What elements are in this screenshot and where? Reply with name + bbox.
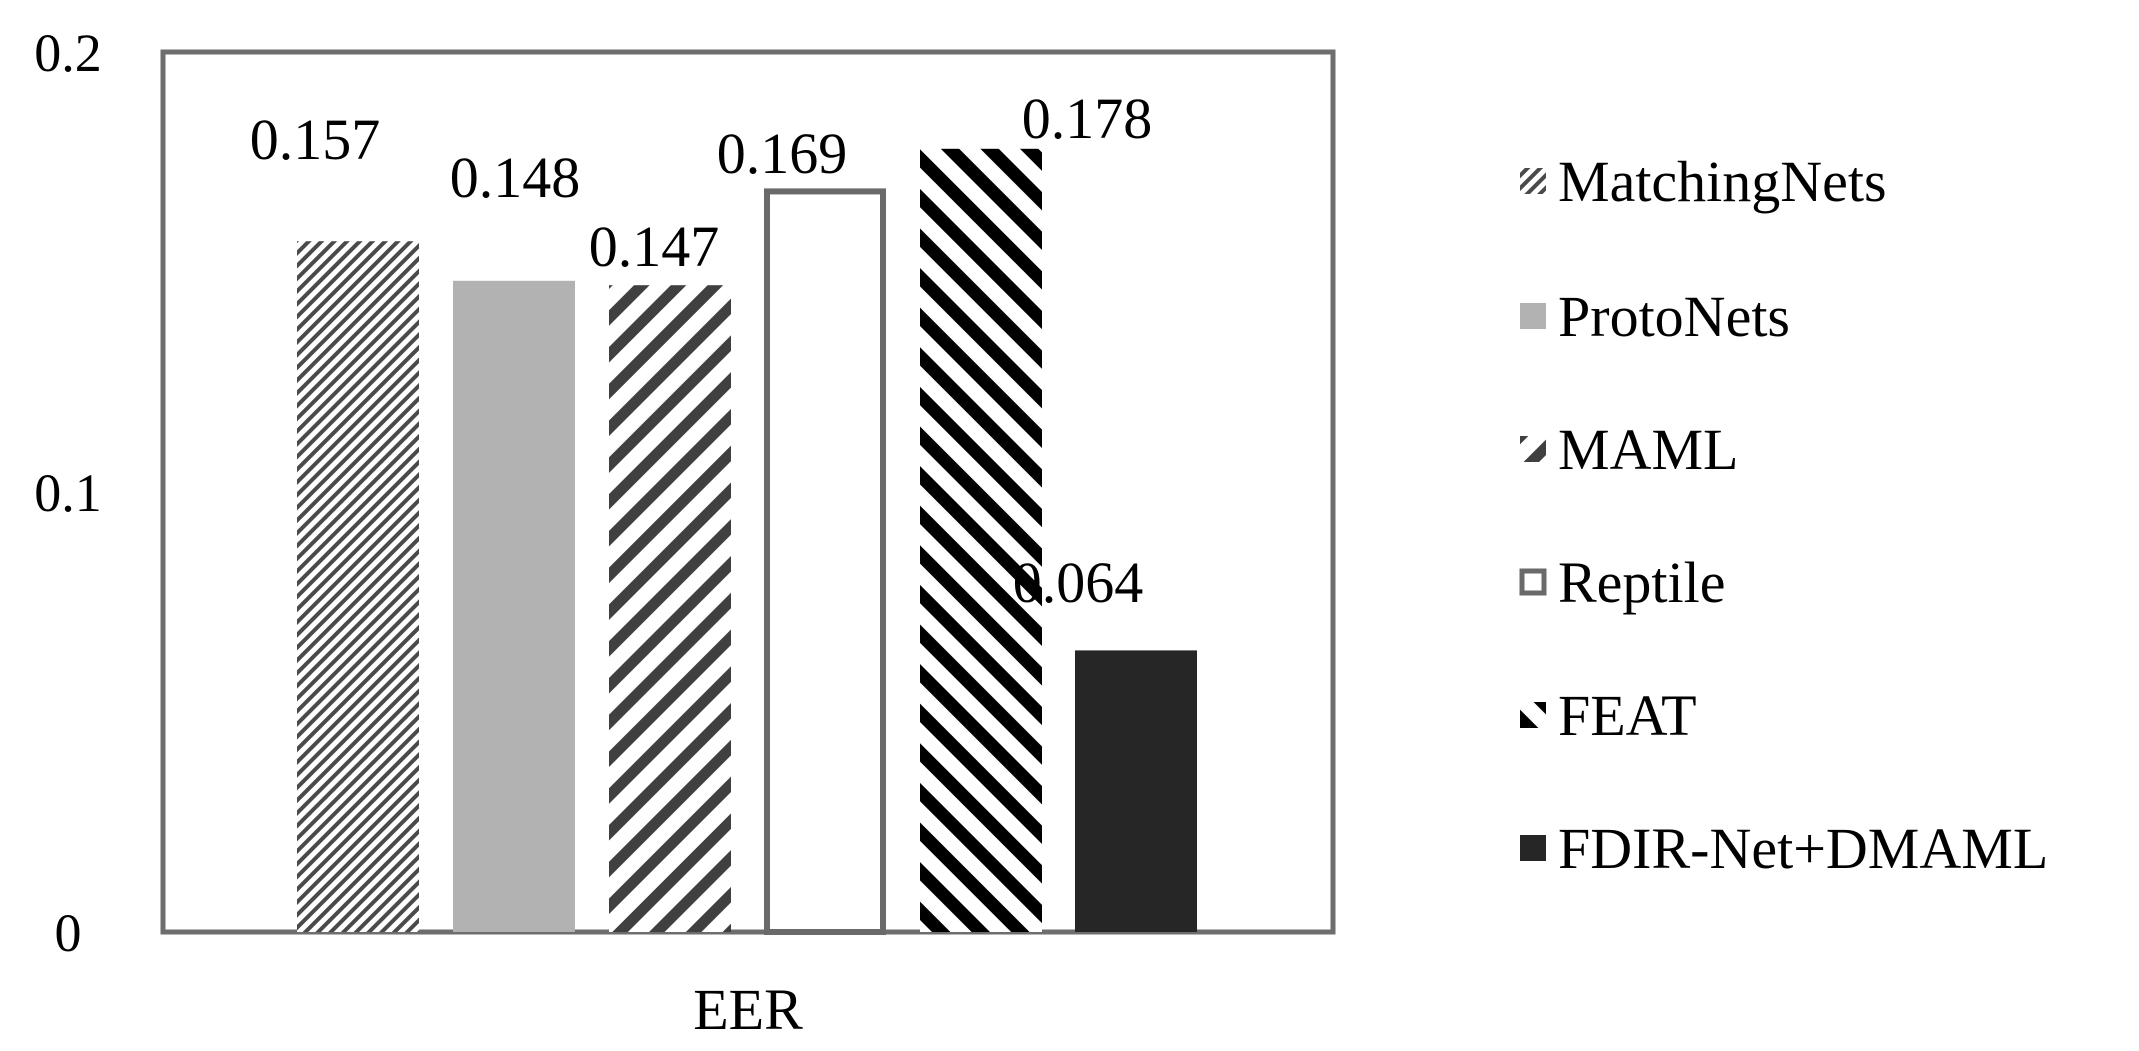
legend-label: MAML [1558,417,1738,482]
y-axis: 0 0.1 0.2 [34,23,102,963]
x-axis: EER [693,977,803,1042]
legend-key [1520,835,1546,861]
legend-key [1520,436,1546,462]
bar-fdir-net-dmaml [1075,650,1197,932]
data-label: 0.147 [589,214,720,279]
plot-area-frame [160,49,1336,935]
y-tick-label: 0 [55,903,82,963]
legend-label: MatchingNets [1558,149,1887,214]
data-label: 0.157 [250,107,381,172]
y-tick-label: 0.1 [34,463,102,523]
data-label: 0.178 [1022,86,1153,151]
y-tick-label: 0.2 [34,23,102,83]
bar-matchingnets [297,241,419,932]
legend-key [1520,168,1546,194]
legend-key [1519,568,1547,596]
legend-key [1520,303,1546,329]
bar-reptile [764,188,886,935]
bar-protonets [453,280,575,932]
bar-feat [920,148,1042,933]
legend: MatchingNets ProtoNets MAML Reptile FEAT FDIR… [1519,149,2048,881]
legend-label: ProtoNets [1558,284,1790,349]
legend-label: FDIR-Net+DMAML [1558,816,2048,881]
data-label: 0.169 [717,121,848,186]
bars [297,148,1197,935]
data-label: 0.064 [1013,550,1144,615]
data-label: 0.148 [450,145,581,210]
legend-label: FEAT [1558,683,1697,748]
x-category-label: EER [693,977,803,1042]
legend-label: Reptile [1558,550,1726,615]
bar-maml [609,285,731,932]
legend-key [1520,702,1546,728]
